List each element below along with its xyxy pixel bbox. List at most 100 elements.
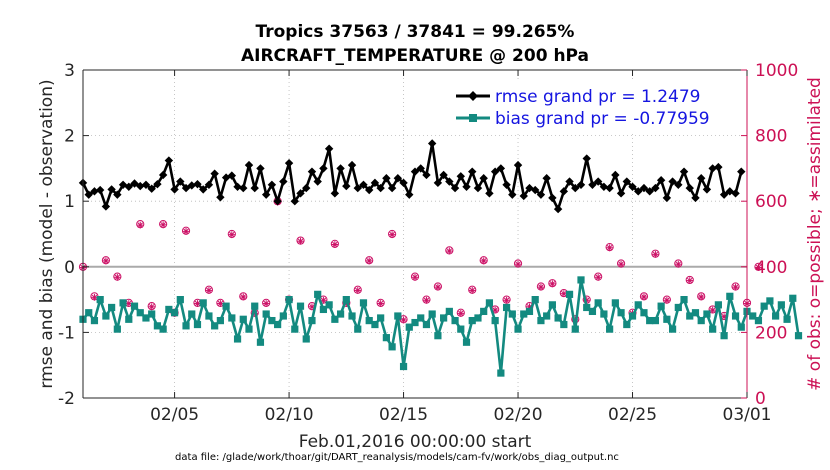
rmse-point bbox=[101, 202, 111, 211]
bias-point bbox=[314, 290, 322, 298]
bias-point bbox=[228, 314, 236, 322]
rmse-point bbox=[679, 167, 689, 176]
assimilated-obs-marker bbox=[514, 260, 522, 268]
rmse-point bbox=[588, 180, 597, 189]
rmse-point bbox=[370, 178, 380, 188]
bias-point bbox=[783, 315, 791, 323]
bias-point bbox=[296, 302, 305, 310]
bias-point bbox=[606, 325, 614, 333]
rmse-point bbox=[176, 177, 185, 186]
assimilated-obs-marker bbox=[434, 283, 442, 291]
bias-point bbox=[640, 309, 648, 317]
rmse-point bbox=[616, 189, 626, 198]
rmse-point bbox=[708, 164, 717, 173]
bias-point bbox=[789, 294, 797, 302]
bias-point bbox=[754, 316, 763, 325]
rmse-point bbox=[107, 185, 116, 194]
rmse-point bbox=[95, 185, 105, 195]
data-file-footnote: data file: /glade/work/thoar/git/DART_re… bbox=[175, 452, 619, 463]
bias-point bbox=[508, 310, 516, 318]
rmse-point bbox=[136, 181, 145, 191]
assimilated-obs-marker bbox=[411, 273, 419, 281]
rmse-point bbox=[336, 164, 345, 173]
bias-point bbox=[457, 325, 465, 333]
assimilated-obs-marker bbox=[228, 231, 236, 239]
rmse-point bbox=[685, 183, 694, 193]
rmse-point bbox=[737, 167, 746, 176]
bias-point bbox=[474, 314, 482, 322]
assimilated-obs-marker bbox=[297, 237, 304, 245]
assimilated-obs-marker bbox=[148, 303, 156, 311]
assimilated-obs-marker bbox=[423, 296, 430, 304]
assimilated-obs-marker bbox=[732, 283, 739, 291]
tick-layer: 02/05 02/10 02/15 02/20 02/25 03/01 -2 -1 0 1 2 3 0 2… bbox=[58, 61, 798, 425]
rmse-point bbox=[193, 179, 202, 189]
rmse-point bbox=[502, 180, 511, 189]
bias-point bbox=[674, 303, 682, 312]
rmse-point bbox=[479, 174, 488, 183]
rmse-point bbox=[302, 183, 311, 193]
y-right-tick-label: 800 bbox=[755, 127, 787, 147]
bias-point bbox=[686, 312, 694, 320]
bias-point bbox=[233, 335, 242, 343]
rmse-point bbox=[559, 187, 569, 196]
rmse-point bbox=[113, 190, 122, 199]
bias-point bbox=[308, 316, 316, 325]
rmse-point bbox=[410, 167, 420, 176]
rmse-point bbox=[611, 170, 620, 180]
rmse-point bbox=[210, 169, 219, 178]
rmse-point bbox=[267, 180, 277, 189]
bias-point bbox=[428, 310, 436, 318]
rmse-point bbox=[731, 189, 740, 198]
bias-point bbox=[399, 362, 408, 371]
rmse-point bbox=[656, 176, 666, 185]
bias-point bbox=[657, 302, 665, 310]
assimilated-obs-marker bbox=[445, 247, 453, 255]
bias-point bbox=[548, 301, 556, 309]
bias-point bbox=[611, 299, 619, 307]
assimilated-obs-marker bbox=[102, 257, 110, 265]
legend-bias-marker bbox=[469, 114, 477, 122]
rmse-point bbox=[531, 185, 540, 195]
rmse-point bbox=[216, 193, 225, 202]
bias-point bbox=[274, 320, 282, 329]
rmse-point bbox=[439, 170, 448, 180]
rmse-point bbox=[153, 179, 162, 189]
bias-point bbox=[302, 335, 310, 343]
bias-point bbox=[709, 325, 717, 333]
legend-box bbox=[452, 82, 742, 132]
assimilated-obs-marker bbox=[686, 277, 694, 284]
bias-point bbox=[354, 325, 362, 333]
bias-point bbox=[125, 315, 133, 323]
rmse-point bbox=[645, 187, 654, 196]
bias-point bbox=[480, 307, 488, 316]
assimilated-obs-marker bbox=[354, 287, 362, 294]
y-left-tick-label: 3 bbox=[64, 61, 75, 81]
bias-point bbox=[291, 325, 299, 333]
bias-point bbox=[176, 296, 184, 304]
rmse-point bbox=[662, 193, 672, 203]
legend-bias-label: bias grand pr = -0.77959 bbox=[495, 109, 710, 129]
y-right-tick-label: 400 bbox=[755, 258, 787, 278]
x-tick-label: 02/25 bbox=[608, 405, 657, 425]
rmse-point bbox=[548, 193, 557, 203]
bias-point bbox=[766, 297, 774, 305]
rmse-point bbox=[250, 183, 259, 193]
rmse-point bbox=[519, 191, 528, 201]
x-tick-label: 02/20 bbox=[494, 405, 543, 425]
bias-point bbox=[153, 322, 162, 330]
assimilated-obs-marker bbox=[388, 231, 396, 239]
rmse-point bbox=[445, 177, 454, 186]
rmse-point bbox=[485, 189, 494, 198]
bias-point bbox=[714, 301, 722, 309]
bias-point bbox=[554, 314, 562, 322]
bias-point bbox=[497, 369, 505, 377]
bias-point bbox=[468, 316, 476, 325]
rmse-point bbox=[141, 180, 151, 189]
bias-point bbox=[514, 325, 522, 333]
rmse-point bbox=[536, 190, 546, 199]
bias-point bbox=[760, 302, 768, 310]
bias-point bbox=[205, 312, 213, 320]
rmse-point bbox=[164, 156, 174, 165]
